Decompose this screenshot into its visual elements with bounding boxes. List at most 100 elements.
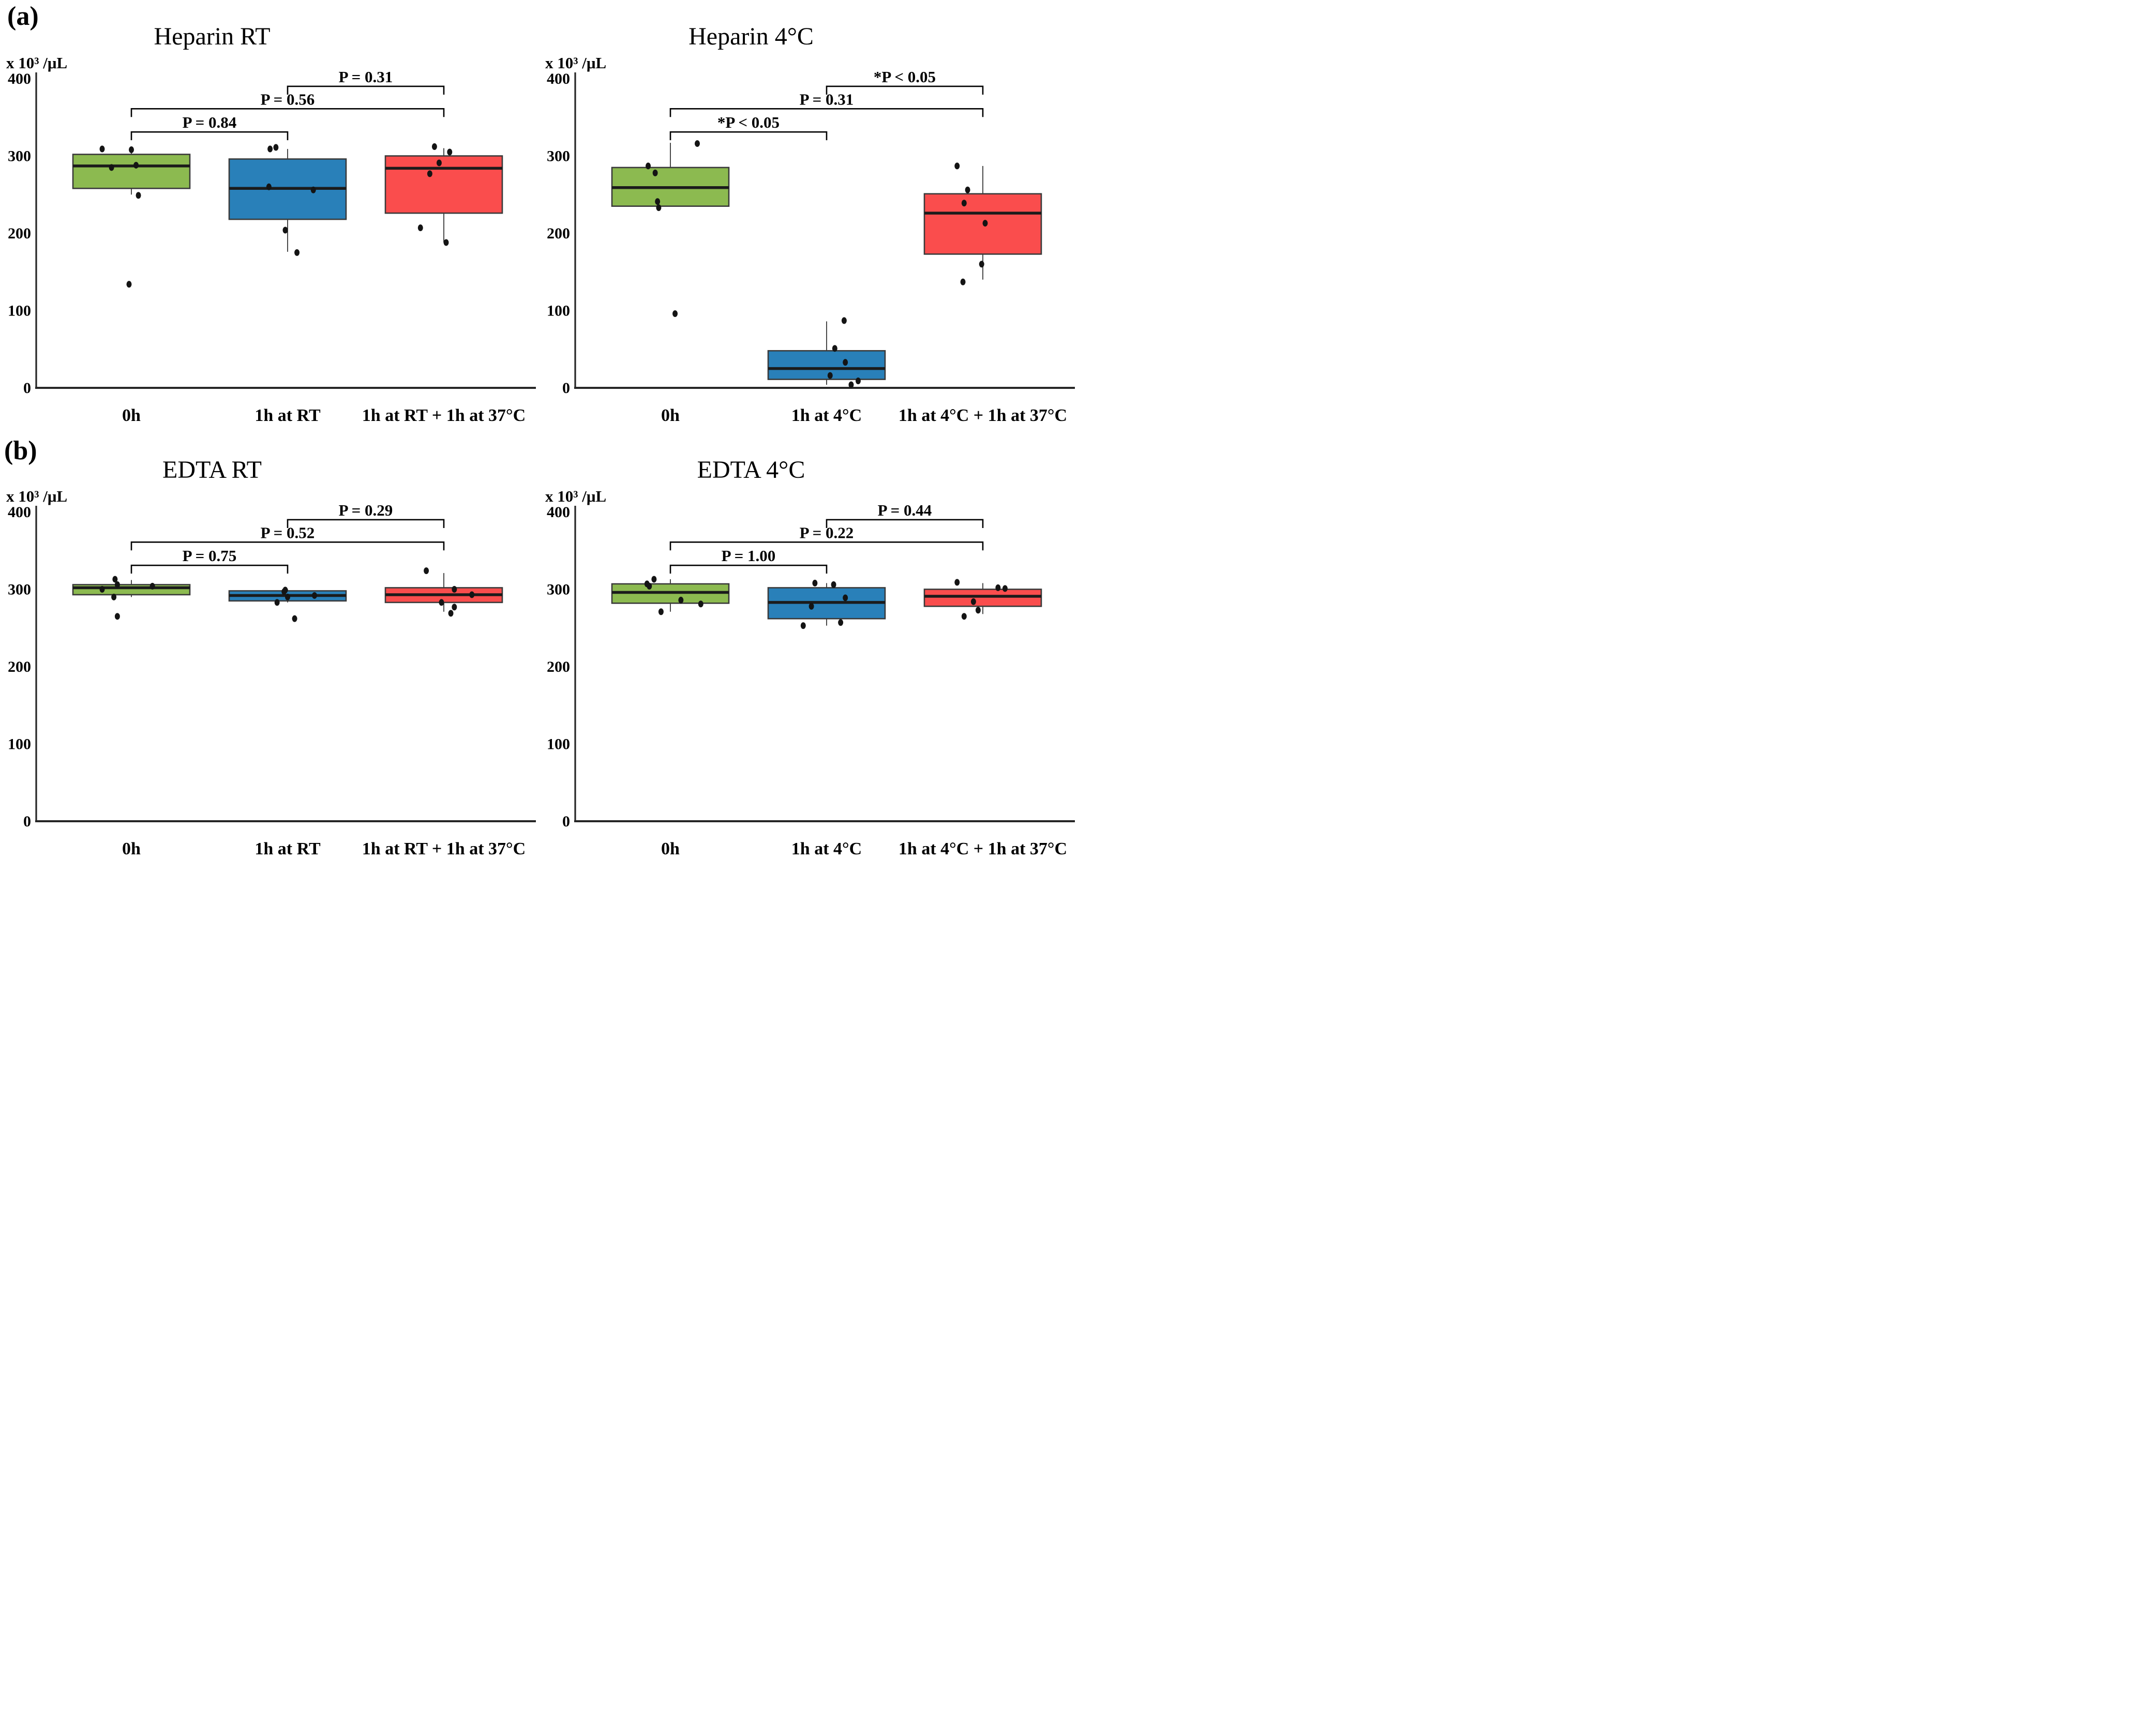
jitter-point (112, 576, 118, 583)
jitter-point (838, 619, 844, 626)
significance-bracket (826, 519, 984, 528)
jitter-point (424, 567, 429, 575)
panel-title: Heparin RT (154, 23, 270, 50)
jitter-point (109, 164, 114, 171)
panel-grid: 0 100 200 300 400 x 10³ /μL Heparin RT P = 0.84… (0, 0, 1078, 867)
box-blue (767, 350, 886, 380)
significance-bracket (669, 131, 828, 141)
y-axis-tick-label: 400 (547, 504, 570, 521)
y-axis-tick-label: 200 (8, 658, 31, 675)
p-value-label: *P < 0.05 (717, 113, 780, 131)
box-red (384, 155, 503, 214)
y-axis-unit-label: x 10³ /μL (545, 54, 606, 72)
jitter-point (808, 602, 814, 610)
jitter-point (647, 583, 652, 590)
y-axis-tick-label: 300 (547, 148, 570, 165)
jitter-point (114, 581, 120, 589)
y-axis-tick-label: 100 (547, 736, 570, 753)
significance-bracket (130, 564, 289, 574)
y-axis-tick-label: 200 (547, 225, 570, 242)
significance-bracket (669, 108, 984, 117)
jitter-point (841, 317, 847, 324)
jitter-point (285, 593, 290, 600)
jitter-point (417, 224, 423, 232)
jitter-point (646, 162, 651, 170)
panel-title: EDTA 4°C (697, 456, 805, 484)
jitter-point (427, 170, 432, 177)
jitter-point (273, 144, 279, 151)
jitter-point (698, 600, 703, 608)
x-axis-category-label: 0h (661, 839, 680, 858)
y-axis-tick-label: 100 (547, 303, 570, 320)
y-axis-tick-label: 400 (547, 70, 570, 87)
y-axis-tick-label: 100 (8, 303, 31, 320)
y-axis-tick-label: 400 (8, 504, 31, 521)
box-green (72, 154, 191, 189)
jitter-point (292, 615, 297, 622)
jitter-point (294, 249, 300, 256)
p-value-label: P = 0.84 (183, 113, 237, 131)
jitter-point (448, 610, 454, 617)
jitter-point (129, 146, 134, 154)
jitter-point (658, 608, 664, 615)
significance-bracket (826, 85, 984, 95)
jitter-point (1002, 585, 1008, 592)
p-value-label: P = 1.00 (722, 547, 776, 565)
jitter-point (651, 576, 657, 583)
jitter-point (655, 198, 661, 205)
y-axis-tick-label: 100 (8, 736, 31, 753)
y-axis-tick-label: 0 (23, 380, 31, 397)
jitter-point (452, 604, 457, 611)
jitter-point (982, 220, 988, 227)
x-axis-category-label: 1h at RT (254, 839, 321, 858)
y-axis-unit-label: x 10³ /μL (6, 487, 67, 505)
jitter-point (979, 261, 984, 268)
jitter-point (310, 186, 316, 193)
y-axis-tick-label: 400 (8, 70, 31, 87)
significance-bracket (130, 131, 289, 141)
jitter-point (274, 599, 280, 606)
jitter-point (447, 148, 453, 156)
jitter-point (469, 591, 475, 598)
y-axis-tick-label: 0 (23, 813, 31, 830)
jitter-point (848, 381, 854, 388)
jitter-point (126, 281, 132, 288)
panel-title: Heparin 4°C (688, 23, 814, 50)
jitter-point (652, 169, 658, 176)
jitter-point (452, 586, 457, 593)
jitter-point (995, 584, 1001, 592)
significance-bracket (669, 541, 984, 551)
jitter-point (282, 227, 288, 234)
jitter-point (843, 359, 848, 366)
jitter-point (975, 607, 981, 614)
jitter-point (961, 613, 967, 620)
jitter-point (656, 204, 662, 212)
x-axis-category-label: 1h at 4°C + 1h at 37°C (899, 406, 1067, 425)
p-value-label: *P < 0.05 (874, 68, 936, 86)
jitter-point (856, 378, 861, 385)
jitter-point (267, 145, 273, 153)
panel-title: EDTA RT (162, 456, 262, 484)
jitter-point (443, 239, 449, 246)
jitter-point (99, 145, 105, 153)
jitter-point (266, 183, 272, 190)
y-axis-tick-label: 0 (562, 380, 570, 397)
jitter-point (672, 310, 678, 317)
x-axis-category-label: 0h (122, 406, 141, 425)
significance-bracket (287, 85, 445, 95)
y-axis-tick-label: 300 (8, 581, 31, 598)
jitter-point (954, 162, 960, 170)
panel-b-label: (b) (4, 436, 37, 465)
box-red (923, 589, 1042, 607)
y-axis-tick-label: 200 (8, 225, 31, 242)
p-value-label: P = 0.29 (339, 501, 393, 519)
jitter-point (970, 598, 976, 605)
significance-bracket (287, 519, 445, 528)
jitter-point (431, 143, 437, 150)
jitter-point (954, 579, 960, 586)
jitter-point (843, 594, 848, 601)
jitter-point (111, 593, 117, 600)
